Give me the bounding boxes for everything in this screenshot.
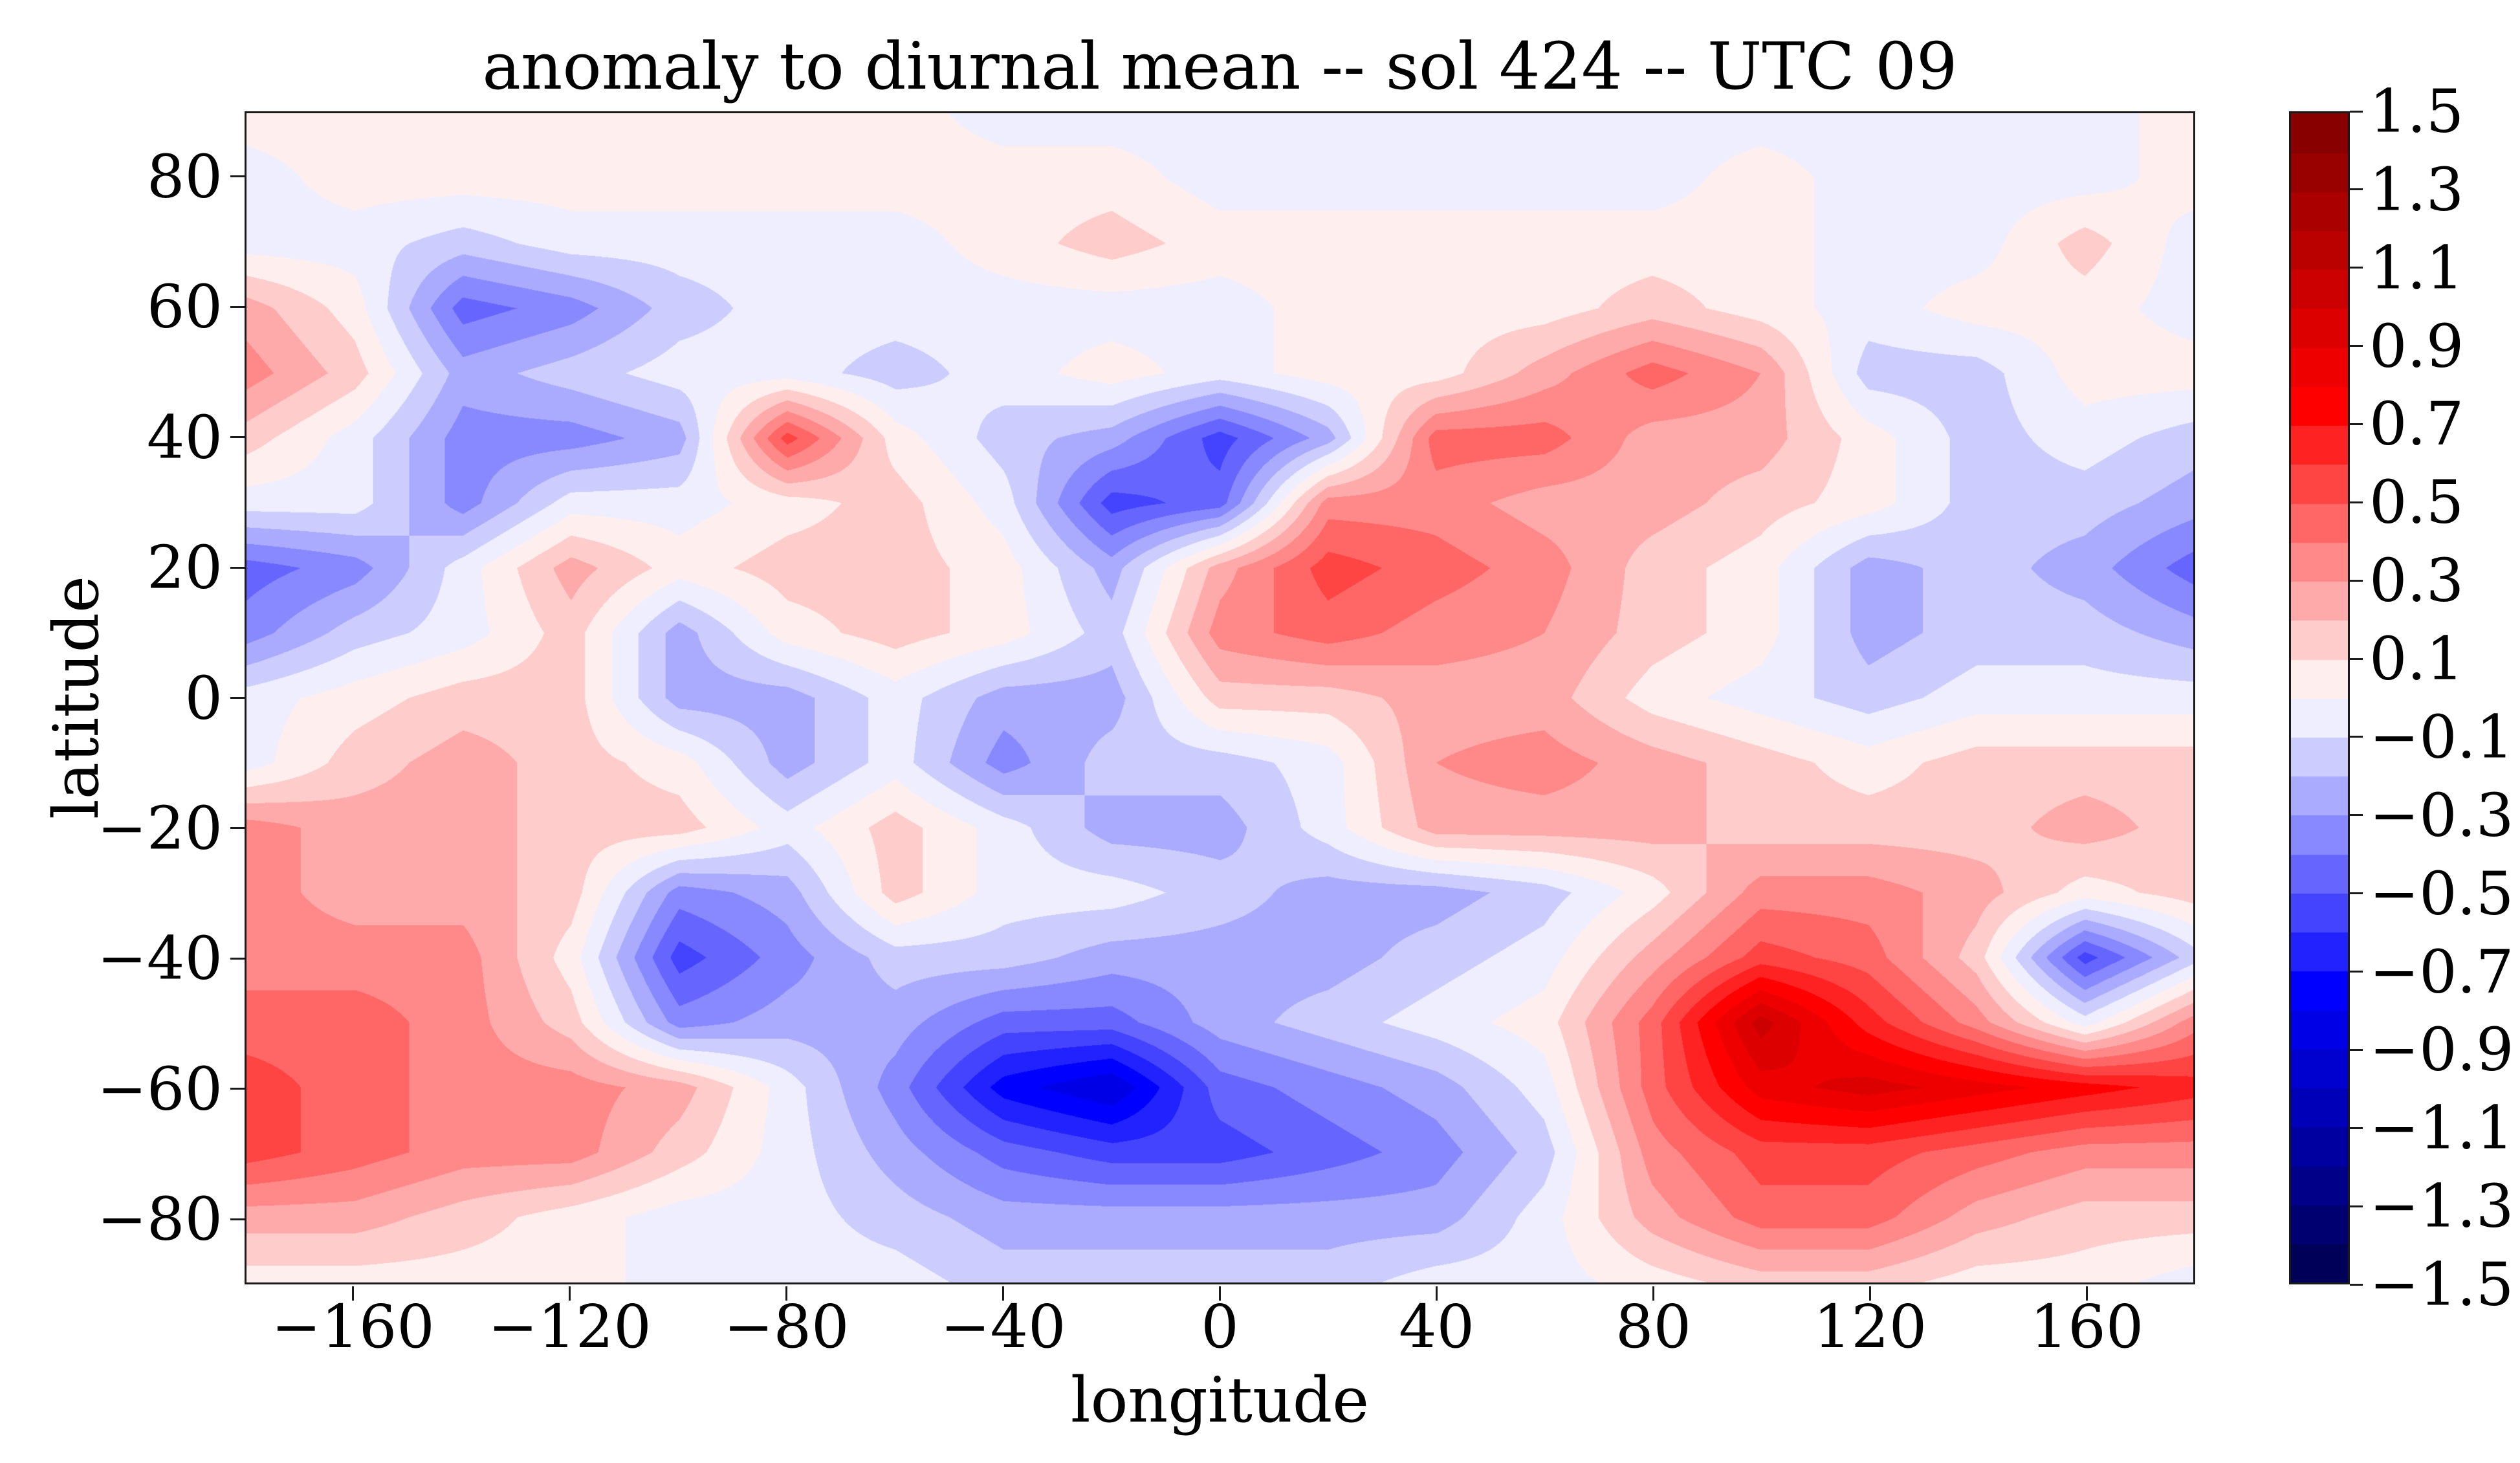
y-tick-label: 80 [146, 142, 223, 212]
colorbar-tick-label: 0.1 [2369, 624, 2464, 694]
y-tick-label: 0 [184, 663, 223, 732]
colorbar-tick-label: −1.5 [2369, 1249, 2514, 1319]
x-tick-mark [352, 1286, 354, 1301]
x-tick-label: 80 [1615, 1292, 1692, 1361]
colorbar-tick-mark [2350, 501, 2363, 503]
y-tick-mark [230, 957, 245, 960]
colorbar-tick-mark [2350, 657, 2363, 660]
colorbar-tick-mark [2350, 1127, 2363, 1129]
colorbar-tick-label: 0.7 [2369, 389, 2464, 459]
colorbar-tick-label: 1.3 [2369, 155, 2464, 225]
x-tick-mark [569, 1286, 571, 1301]
y-tick-mark [230, 1088, 245, 1090]
y-tick-mark [230, 697, 245, 699]
y-tick-mark [230, 1218, 245, 1220]
contour-plot [245, 111, 2195, 1284]
colorbar-tick-label: −0.7 [2369, 936, 2514, 1006]
x-axis-label: longitude [1070, 1364, 1370, 1436]
y-axis-label: latitude [40, 576, 113, 819]
x-tick-mark [1436, 1286, 1438, 1301]
y-tick-label: −20 [96, 793, 223, 863]
y-tick-mark [230, 175, 245, 178]
colorbar-tick-mark [2350, 423, 2363, 425]
colorbar-tick-label: −0.9 [2369, 1015, 2514, 1084]
colorbar-tick-mark [2350, 188, 2363, 191]
y-tick-label: 60 [146, 272, 223, 342]
colorbar-tick-mark [2350, 579, 2363, 582]
x-tick-label: −160 [271, 1292, 435, 1361]
colorbar-tick-mark [2350, 110, 2363, 113]
colorbar-tick-label: 0.3 [2369, 545, 2464, 615]
colorbar-tick-label: −0.1 [2369, 702, 2514, 772]
colorbar-tick-mark [2350, 1205, 2363, 1207]
colorbar-tick-label: 1.1 [2369, 233, 2464, 303]
colorbar-tick-label: −1.1 [2369, 1093, 2514, 1163]
colorbar-tick-mark [2350, 892, 2363, 895]
plot-title: anomaly to diurnal mean -- sol 424 -- UT… [482, 28, 1958, 104]
y-tick-label: −80 [96, 1184, 223, 1254]
x-tick-mark [1869, 1286, 1871, 1301]
x-tick-label: 160 [2030, 1292, 2144, 1361]
y-tick-mark [230, 827, 245, 830]
colorbar-tick-mark [2350, 971, 2363, 973]
colorbar-tick-mark [2350, 1283, 2363, 1286]
x-tick-label: 40 [1398, 1292, 1475, 1361]
x-tick-label: 0 [1201, 1292, 1239, 1361]
colorbar-tick-mark [2350, 814, 2363, 817]
x-tick-label: 120 [1813, 1292, 1927, 1361]
colorbar [2289, 111, 2350, 1284]
y-tick-label: 20 [146, 533, 223, 602]
x-tick-mark [1652, 1286, 1654, 1301]
colorbar-tick-label: −0.3 [2369, 780, 2514, 850]
colorbar-tick-mark [2350, 267, 2363, 269]
colorbar-tick-mark [2350, 345, 2363, 347]
y-tick-mark [230, 305, 245, 308]
colorbar-tick-mark [2350, 736, 2363, 738]
colorbar-tick-mark [2350, 1048, 2363, 1051]
x-tick-mark [785, 1286, 787, 1301]
x-tick-mark [1002, 1286, 1004, 1301]
colorbar-tick-label: −0.5 [2369, 859, 2514, 929]
x-tick-label: −80 [723, 1292, 849, 1361]
contour-canvas [247, 113, 2193, 1282]
y-tick-mark [230, 566, 245, 569]
x-tick-label: −40 [940, 1292, 1066, 1361]
x-tick-mark [1219, 1286, 1221, 1301]
y-tick-label: −60 [96, 1054, 223, 1124]
y-tick-mark [230, 436, 245, 439]
colorbar-tick-label: −1.3 [2369, 1171, 2514, 1241]
colorbar-tick-label: 0.9 [2369, 311, 2464, 380]
x-tick-mark [2086, 1286, 2088, 1301]
y-tick-label: 40 [146, 402, 223, 472]
x-tick-label: −120 [488, 1292, 652, 1361]
y-tick-label: −40 [96, 923, 223, 993]
colorbar-tick-label: 0.5 [2369, 467, 2464, 537]
colorbar-canvas [2291, 113, 2348, 1282]
colorbar-tick-label: 1.5 [2369, 76, 2464, 146]
